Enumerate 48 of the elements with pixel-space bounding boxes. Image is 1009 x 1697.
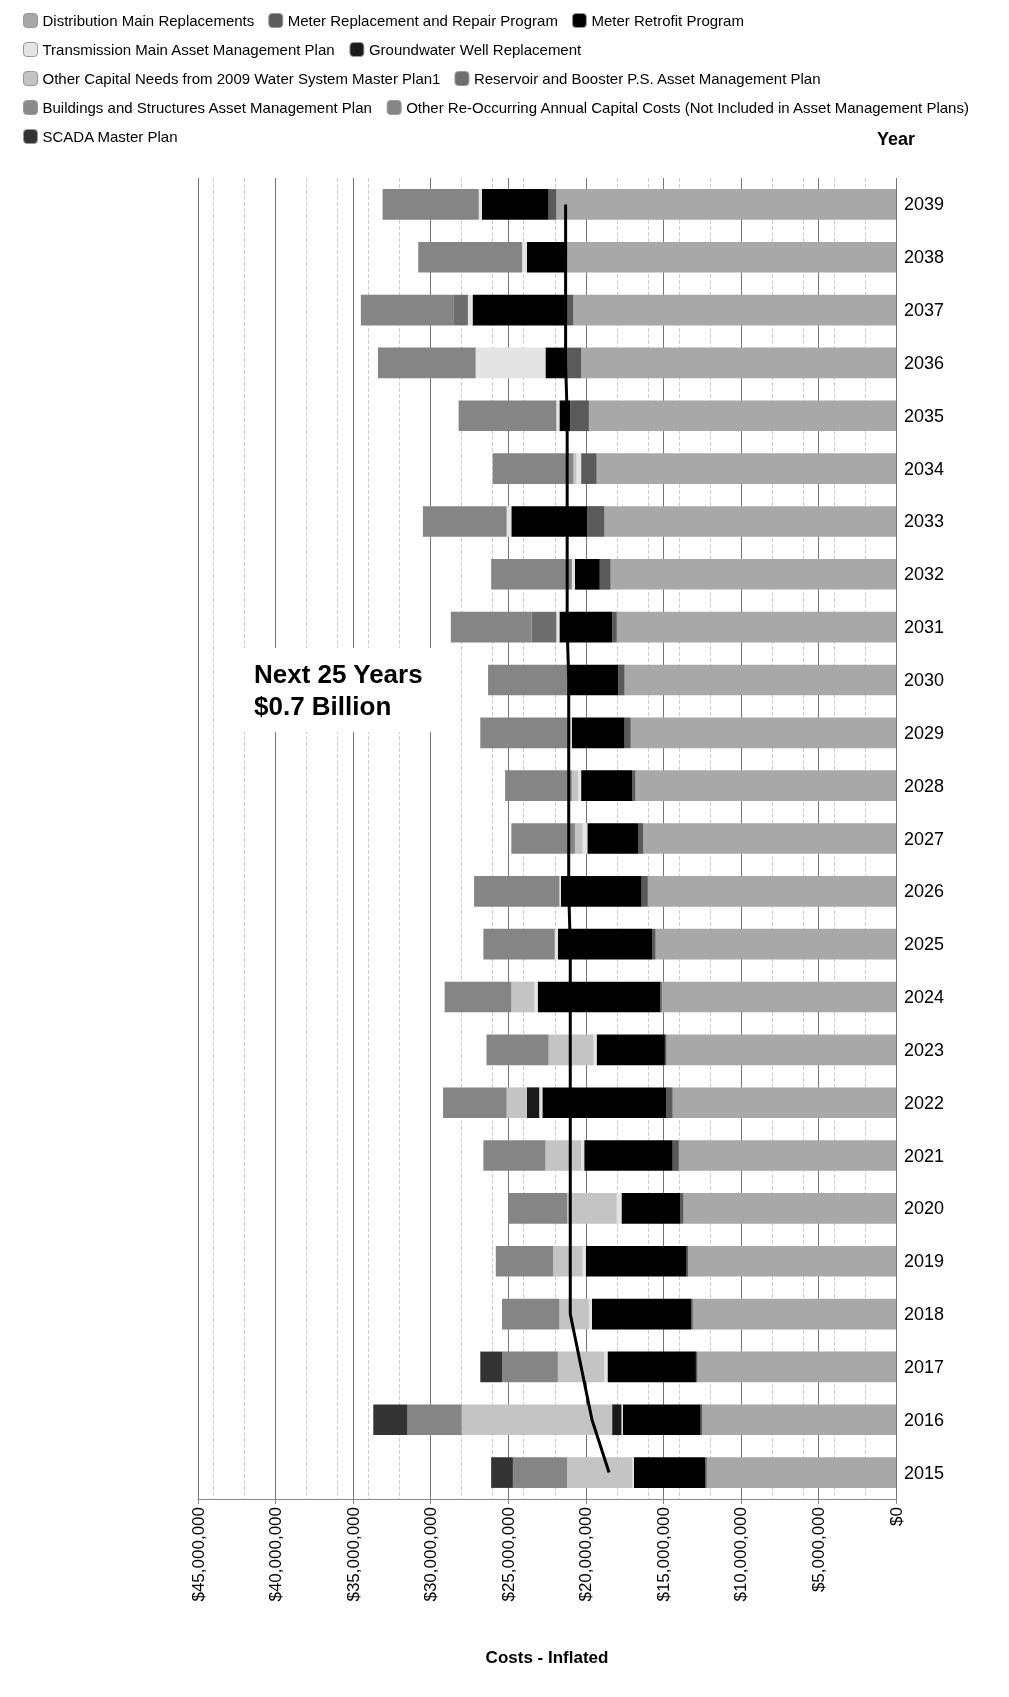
y-tick-label: 2030: [904, 669, 945, 690]
y-tick-label: 2018: [904, 1304, 945, 1325]
y-tick-label: 2024: [904, 987, 945, 1008]
annotation: Next 25 Years $0.7 Billion: [254, 659, 423, 721]
y-tick-label: 2017: [904, 1356, 945, 1377]
y-axis-title: Year: [876, 129, 916, 149]
x-tick-label: $20,000,000: [576, 1507, 596, 1602]
x-tick-label: $35,000,000: [343, 1507, 363, 1602]
legend-label: Other Capital Needs from 2009 Water System Master Plan1: [42, 70, 441, 87]
x-tick-label: $30,000,000: [421, 1507, 441, 1602]
y-tick-label: 2036: [904, 352, 945, 373]
y-tick-label: 2016: [904, 1409, 945, 1430]
y-tick-label: 2039: [904, 194, 945, 215]
y-tick-label: 2029: [904, 722, 945, 743]
x-tick-label: $10,000,000: [731, 1507, 751, 1602]
y-tick-label: 2028: [904, 775, 945, 796]
legend-label: Meter Replacement and Repair Program: [287, 12, 558, 29]
y-tick-label: 2027: [904, 828, 945, 849]
y-tick-label: 2038: [904, 247, 945, 268]
legend-label: SCADA Master Plan: [42, 128, 178, 145]
y-tick-label: 2031: [904, 617, 945, 638]
y-tick-label: 2021: [904, 1145, 945, 1166]
x-tick-label: $45,000,000: [188, 1507, 208, 1602]
x-tick-label: $40,000,000: [266, 1507, 286, 1602]
x-tick-label: $25,000,000: [498, 1507, 518, 1602]
y-tick-label: 2025: [904, 934, 945, 955]
legend-label: Transmission Main Asset Management Plan: [42, 41, 335, 58]
y-tick-label: 2019: [904, 1251, 945, 1272]
x-axis-title: Costs - Inflated: [485, 1648, 609, 1667]
legend-label: Groundwater Well Replacement: [368, 41, 583, 58]
y-tick-label: 2035: [904, 405, 945, 426]
y-tick-label: 2026: [904, 881, 945, 902]
y-tick-label: 2034: [904, 458, 945, 479]
y-tick-label: 2037: [904, 300, 945, 321]
x-tick-label: $0: [886, 1507, 906, 1526]
y-tick-label: 2015: [904, 1462, 945, 1483]
legend-label: Buildings and Structures Asset Management Plan: [42, 99, 372, 116]
legend-label: Reservoir and Booster P.S. Asset Management Plan: [473, 70, 821, 87]
y-tick-label: 2032: [904, 564, 945, 585]
legend-label: Distribution Main Replacements: [42, 12, 255, 29]
x-tick-label: $5,000,000: [808, 1507, 828, 1593]
x-tick-label: $15,000,000: [653, 1507, 673, 1602]
y-tick-label: 2022: [904, 1092, 945, 1113]
legend-label: Other Re-Occurring Annual Capital Costs (Not Included in Asset Management Plans): [406, 99, 969, 116]
y-tick-label: 2033: [904, 511, 945, 532]
y-tick-label: 2020: [904, 1198, 945, 1219]
y-tick-label: 2023: [904, 1039, 945, 1060]
legend-label: Meter Retrofit Program: [591, 12, 744, 29]
